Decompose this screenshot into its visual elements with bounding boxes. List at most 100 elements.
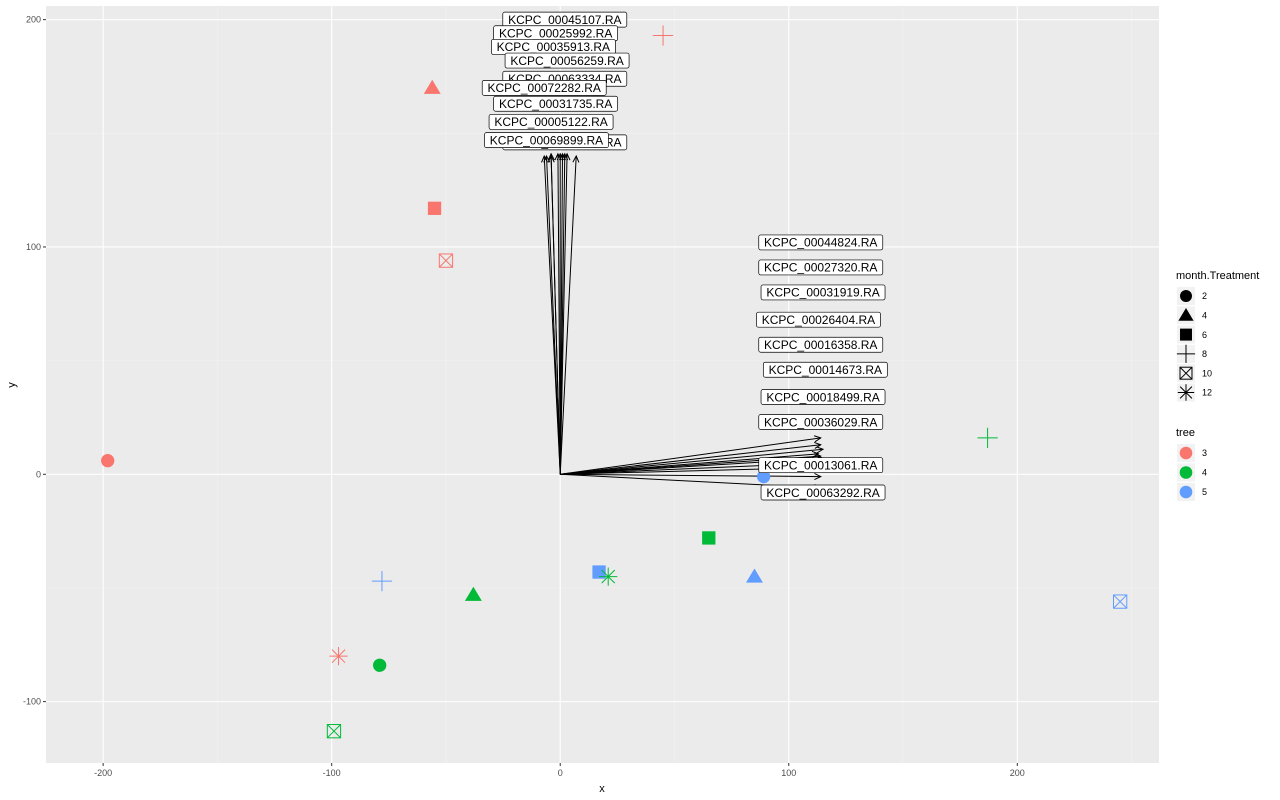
vector-label-text: KCPC_00031735.RA (499, 97, 612, 111)
vector-label-text: KCPC_00016358.RA (764, 338, 877, 352)
vector-label-text: KCPC_00026404.RA (762, 313, 875, 327)
x-tick-label: -200 (94, 768, 112, 778)
vector-label-text: KCPC_00005122.RA (494, 115, 607, 129)
vector-label: KCPC_00035913.RA (491, 39, 616, 55)
vector-label: KCPC_00005122.RA (488, 114, 614, 130)
vector-label-text: KCPC_00069899.RA (490, 133, 603, 147)
vector-label: KCPC_00036029.RA (758, 414, 884, 430)
vector-label: KCPC_00044824.RA (758, 234, 884, 251)
vector-label-text: KCPC_00014673.RA (769, 363, 882, 377)
legend-shape-asterisk (1177, 384, 1195, 401)
data-point (652, 25, 674, 46)
data-point (423, 79, 441, 94)
color-legend-title: tree (1176, 427, 1195, 439)
data-points (101, 25, 1128, 739)
x-tick-label: -100 (323, 768, 341, 778)
x-tick-label: 100 (781, 768, 796, 778)
vector-label: KCPC_00045107.RA (502, 11, 628, 28)
vector-label: KCPC_00056259.RA (504, 52, 630, 69)
x-tick-label: 200 (1010, 768, 1025, 778)
axis-ticks: -200 -100 0 100 200 -100 0 100 200 (23, 15, 1025, 778)
vector-label-text: KCPC_00013061.RA (764, 459, 877, 473)
color-legend-label: 4 (1202, 468, 1207, 478)
shape-legend-item: 10 (1177, 364, 1212, 383)
vector-label-text: KCPC_00027320.RA (764, 261, 877, 275)
data-point (329, 647, 348, 666)
data-point (1112, 594, 1128, 609)
data-point (702, 531, 716, 545)
shape-legend-item: 4 (1177, 306, 1207, 325)
shape-legend-label: 8 (1202, 349, 1207, 359)
y-tick-label: 200 (26, 15, 41, 25)
data-point (371, 570, 393, 592)
legend-shape-circle (1180, 290, 1192, 302)
shape-legend-item: 2 (1177, 287, 1207, 305)
legend-shape-boxed-x (1179, 366, 1193, 380)
data-point (326, 724, 342, 739)
legend-color-dot (1179, 466, 1193, 479)
vector-labels: KCPC_00045107.RAKCPC_00025992.RAKCPC_000… (481, 11, 888, 501)
shape-legend-label: 4 (1202, 311, 1207, 321)
loading-arrow (560, 435, 822, 475)
loading-arrow (543, 154, 561, 475)
legend-shape-plus (1176, 344, 1196, 364)
vector-label-text: KCPC_00025992.RA (499, 27, 612, 41)
shape-legend-item: 8 (1176, 344, 1207, 364)
vector-label: KCPC_00072282.RA (481, 79, 607, 96)
legend-color-dot (1179, 446, 1193, 460)
data-point (756, 469, 771, 484)
data-point (438, 253, 454, 268)
vector-label-text: KCPC_00031919.RA (766, 286, 879, 300)
data-point (101, 454, 115, 468)
data-point (592, 565, 606, 579)
shape-legend-item: 12 (1177, 383, 1212, 402)
data-point (464, 586, 482, 601)
vector-label: KCPC_00025992.RA (493, 25, 618, 42)
loading-arrow (547, 152, 561, 475)
vector-label-text: KCPC_00063292.RA (766, 486, 879, 500)
data-point (746, 568, 763, 583)
vector-label: KCPC_00031735.RA (493, 95, 618, 112)
vector-label-text: KCPC_00044824.RA (764, 236, 877, 250)
shape-legend-item: 6 (1177, 325, 1207, 344)
loading-arrow (559, 154, 580, 475)
loading-arrow (560, 446, 825, 475)
vector-label: KCPC_00026404.RA (756, 311, 881, 328)
color-legend-entries: 3 4 5 (1177, 444, 1207, 501)
color-legend-item: 4 (1177, 463, 1207, 482)
vector-label-text: KCPC_00072282.RA (488, 81, 601, 95)
vector-label-text: KCPC_00018499.RA (766, 390, 879, 404)
vector-label: KCPC_00018499.RA (760, 389, 886, 405)
vector-label: KCPC_00031919.RA (760, 284, 886, 301)
shape-legend-label: 2 (1202, 291, 1207, 301)
vector-label-text: KCPC_00056259.RA (510, 54, 623, 68)
vector-label: KCPC_00027320.RA (758, 259, 884, 276)
color-legend-label: 3 (1202, 448, 1207, 458)
data-point (977, 427, 998, 449)
vector-label-text: KCPC_00035913.RA (497, 40, 610, 54)
legend-shape-triangle (1178, 308, 1194, 321)
vector-label-text: KCPC_00045107.RA (508, 13, 621, 27)
shape-legend-entries: 2 4 6 8 10 12 (1176, 287, 1212, 402)
data-point (427, 201, 442, 215)
x-tick-label: 0 (558, 768, 563, 778)
shape-legend-label: 10 (1202, 368, 1212, 378)
vector-label: KCPC_00013061.RA (758, 457, 884, 474)
data-point (373, 658, 387, 672)
panel-background (46, 6, 1159, 763)
shape-legend-label: 6 (1202, 330, 1207, 340)
y-tick-label: 0 (36, 469, 41, 479)
shape-legend-label: 12 (1202, 388, 1212, 398)
color-legend-label: 5 (1202, 487, 1207, 497)
data-point (599, 567, 618, 586)
vector-label: KCPC_00016358.RA (758, 336, 884, 353)
y-axis-title: y (6, 382, 18, 388)
y-tick-label: 100 (26, 242, 41, 252)
legend: month.Treatment 2 4 6 8 10 12 tree 3 4 5 (1176, 270, 1259, 501)
color-legend-item: 3 (1177, 444, 1207, 462)
loading-arrow (560, 473, 822, 481)
loading-arrow (558, 152, 566, 475)
vector-label: KCPC_00063292.RA (760, 484, 886, 501)
vector-label-text: KCPC_00036029.RA (764, 415, 877, 429)
